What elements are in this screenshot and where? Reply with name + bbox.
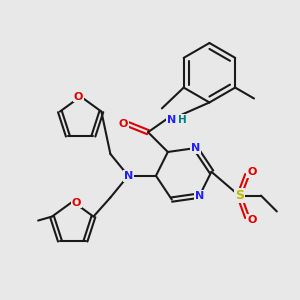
Text: O: O	[248, 167, 257, 177]
Text: O: O	[118, 119, 128, 129]
Text: O: O	[248, 215, 257, 225]
Text: N: N	[191, 143, 200, 153]
Text: N: N	[195, 190, 204, 201]
Text: O: O	[74, 92, 83, 101]
Text: N: N	[124, 171, 133, 181]
Text: O: O	[72, 197, 81, 208]
Text: H: H	[178, 115, 187, 125]
Text: N: N	[167, 115, 176, 125]
Text: S: S	[235, 189, 244, 202]
